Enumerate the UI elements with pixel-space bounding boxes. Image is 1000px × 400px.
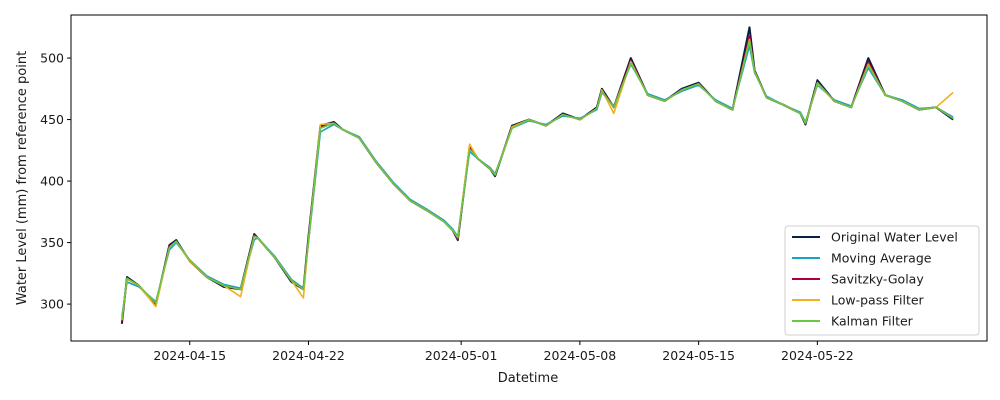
x-tick-label: 2024-05-08 (544, 348, 617, 363)
x-tick-label: 2024-05-22 (781, 348, 854, 363)
legend-entry-label: Kalman Filter (831, 314, 914, 329)
legend-entry-label: Moving Average (831, 251, 932, 266)
y-tick-label: 300 (40, 297, 64, 312)
x-axis-label: Datetime (498, 371, 558, 386)
legend-box (784, 225, 980, 336)
y-tick-label: 450 (40, 112, 64, 127)
series-layer (120, 26, 954, 324)
y-tick-label: 500 (40, 51, 64, 66)
y-axis-label: Water Level (mm) from reference point (15, 51, 30, 305)
legend-entry-label: Original Water Level (831, 230, 958, 245)
legend-entry-label: Savitzky-Golay (831, 272, 924, 287)
x-tick-label: 2024-05-15 (662, 348, 735, 363)
x-tick-label: 2024-05-01 (425, 348, 498, 363)
legend-entry-label: Low-pass Filter (831, 293, 925, 308)
y-axis: 300 350 400 450 500 (40, 51, 71, 312)
plot-frame (70, 14, 988, 342)
legend: Original Water Level Moving Average Savitz… (784, 225, 980, 336)
x-tick-label: 2024-04-22 (272, 348, 345, 363)
y-tick-label: 400 (40, 174, 64, 189)
x-tick-label: 2024-04-15 (153, 348, 226, 363)
series-line-4 (121, 39, 954, 319)
y-tick-label: 350 (40, 235, 64, 250)
x-axis: 2024-04-15 2024-04-22 2024-05-01 2024-05-08… (153, 341, 854, 363)
